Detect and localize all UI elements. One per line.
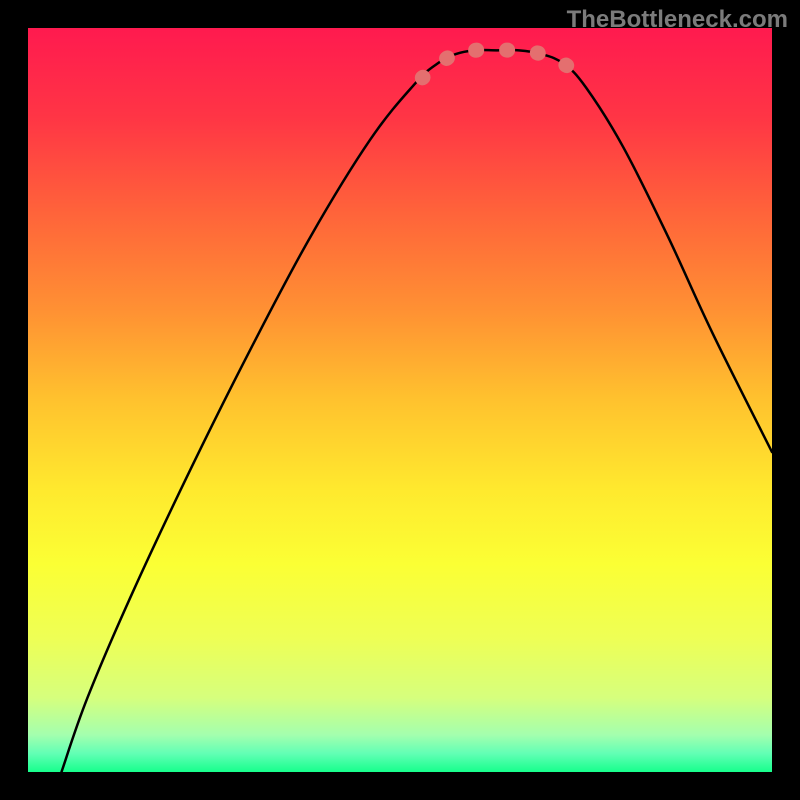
chart-svg	[28, 28, 772, 772]
plot-area	[28, 28, 772, 772]
gradient-background	[28, 28, 772, 772]
watermark: TheBottleneck.com	[567, 6, 788, 34]
chart-container: TheBottleneck.com	[0, 0, 800, 800]
